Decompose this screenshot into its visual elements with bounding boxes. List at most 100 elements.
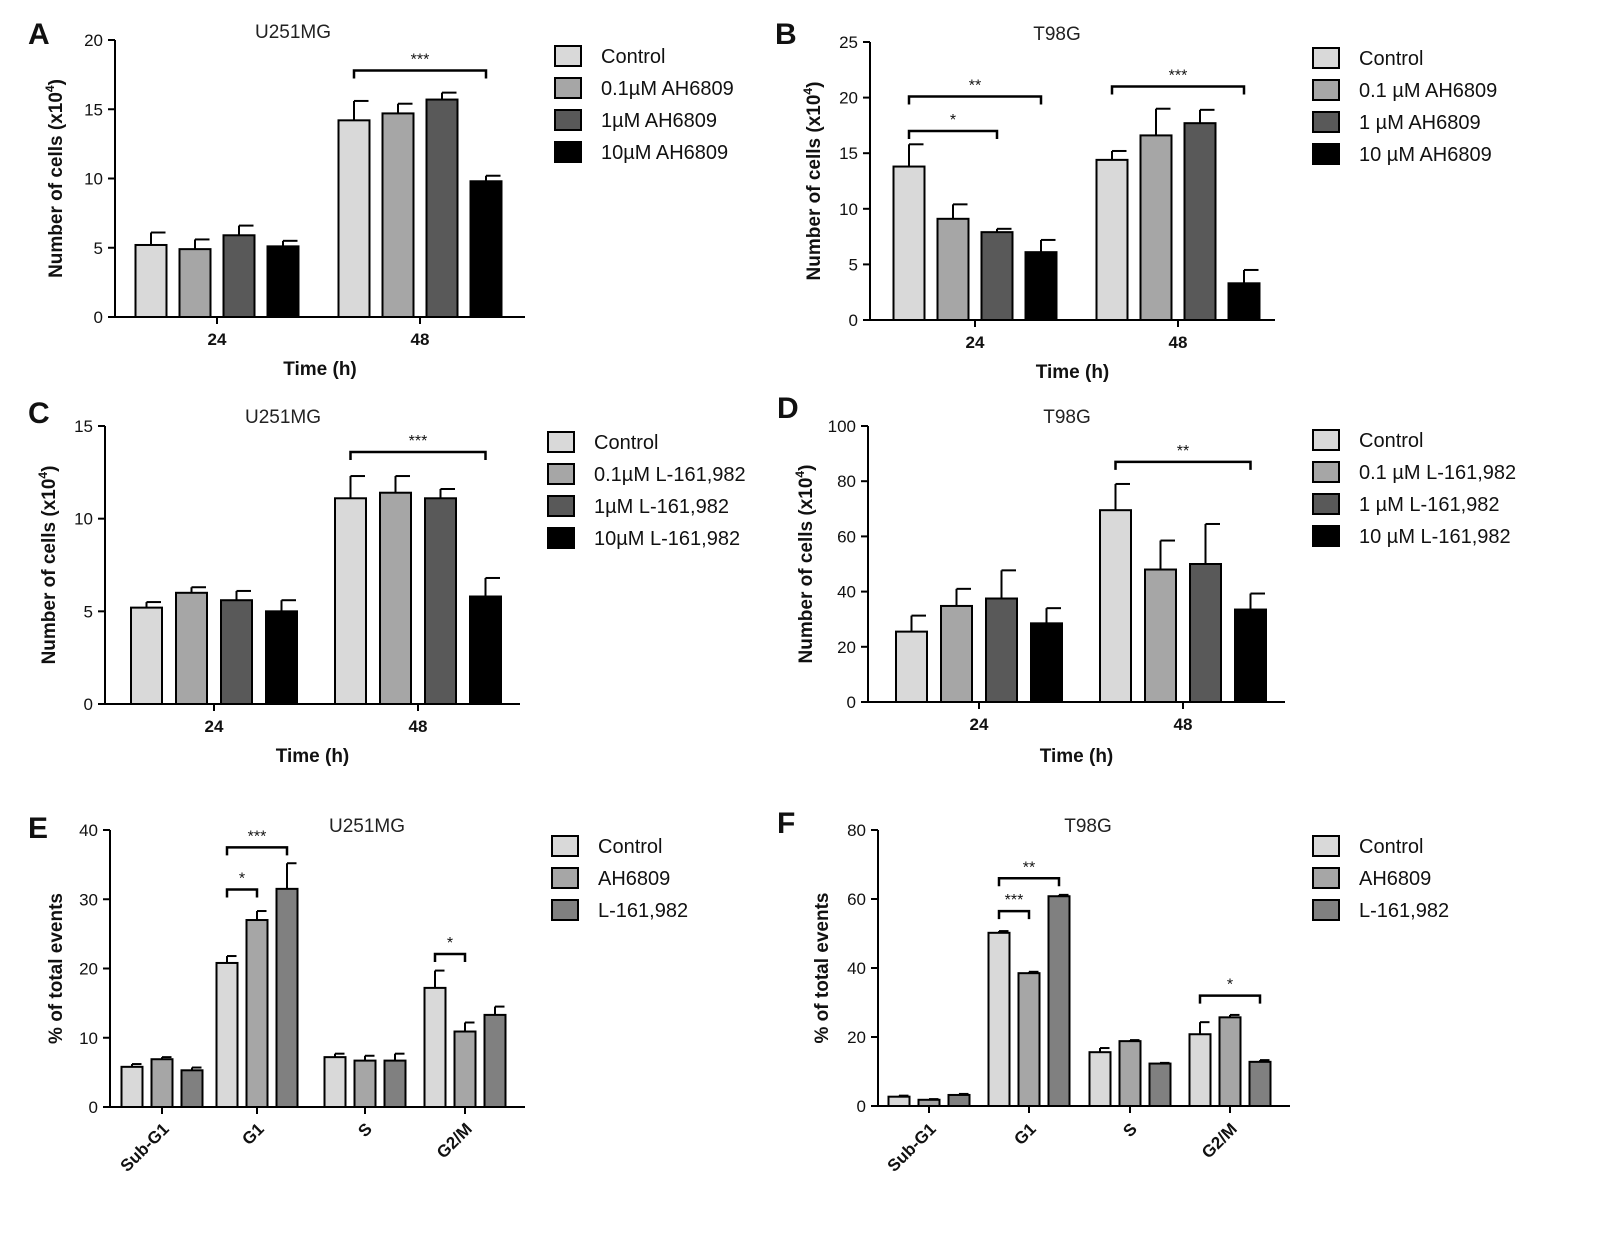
y-tick-label: 0 xyxy=(89,1098,98,1117)
chart-title: U251MG xyxy=(245,407,321,428)
y-tick-label: 80 xyxy=(847,821,866,840)
bar xyxy=(940,604,973,704)
legend-label: 1 µM L-161,982 xyxy=(1359,494,1500,516)
x-category-label: 24 xyxy=(208,330,227,349)
legend-label: AH6809 xyxy=(598,868,670,890)
legend-swatch xyxy=(1312,525,1340,547)
y-axis-label-text: Number of cells (x10 xyxy=(804,95,825,281)
x-category-label: 24 xyxy=(966,333,985,352)
x-category-label: G1 xyxy=(238,1119,267,1148)
bar xyxy=(245,919,269,1109)
y-tick-label: 10 xyxy=(84,170,103,189)
y-tick-label: 5 xyxy=(94,239,103,258)
bar xyxy=(381,112,415,318)
significance-label: *** xyxy=(1005,892,1024,909)
legend-label: 10µM AH6809 xyxy=(601,142,728,164)
y-axis-label-end: ) xyxy=(39,466,60,472)
significance-bracket xyxy=(349,450,487,460)
significance-bracket xyxy=(225,888,259,898)
bar xyxy=(483,1013,507,1109)
significance-label: * xyxy=(239,871,245,888)
bar xyxy=(1218,1016,1242,1108)
chart-panel-c: C U251MG 0 5 10 15 Number of cells (x104) 24 48 T… xyxy=(28,397,746,767)
bar xyxy=(980,231,1014,321)
y-tick-label: 60 xyxy=(837,527,856,546)
legend-label: Control xyxy=(594,432,658,454)
chart-panel-a: A U251MG 0 5 10 15 20 Number of cells (x104) 24 4… xyxy=(28,18,734,380)
y-axis-label: Number of cells (x104) xyxy=(36,466,60,665)
bar xyxy=(150,1058,174,1109)
y-tick-label: 20 xyxy=(847,1028,866,1047)
legend-label: Control xyxy=(598,836,662,858)
legend-label: 10 µM L-161,982 xyxy=(1359,526,1511,548)
x-category-label: 24 xyxy=(970,715,989,734)
bar xyxy=(987,931,1011,1107)
significance-bracket xyxy=(997,909,1031,920)
legend-swatch xyxy=(1312,429,1340,451)
legend-swatch xyxy=(1312,493,1340,515)
bar xyxy=(887,1095,911,1108)
bar xyxy=(425,98,459,319)
x-category-label: S xyxy=(1119,1119,1140,1140)
legend-swatch xyxy=(547,495,575,517)
bar xyxy=(120,1065,144,1108)
bar xyxy=(178,248,212,318)
bar xyxy=(134,243,168,318)
x-category-label: Sub-G1 xyxy=(117,1119,173,1175)
significance-label: *** xyxy=(409,433,428,450)
bar xyxy=(1188,1033,1212,1107)
legend-label: 1µM L-161,982 xyxy=(594,496,729,518)
legend-label: 1 µM AH6809 xyxy=(1359,112,1481,134)
y-axis-label-end: ) xyxy=(796,465,817,471)
legend-swatch xyxy=(1312,899,1340,921)
bar xyxy=(1144,568,1177,704)
y-tick-label: 30 xyxy=(79,890,98,909)
y-tick-label: 10 xyxy=(74,510,93,529)
significance-label: *** xyxy=(1169,67,1188,84)
y-axis-label-text: Number of cells (x10 xyxy=(796,478,817,664)
chart-panel-d: D T98G 0 20 40 60 80 100 Number of cells (x104) 2… xyxy=(777,392,1516,767)
bar xyxy=(1148,1062,1172,1107)
y-tick-label: 15 xyxy=(74,417,93,436)
bar xyxy=(1183,122,1217,322)
y-tick-label: 20 xyxy=(79,960,98,979)
panel-letter: E xyxy=(28,812,48,845)
bar xyxy=(1139,134,1173,321)
y-axis-label: % of total events xyxy=(812,893,833,1044)
significance-label: *** xyxy=(248,828,267,845)
bar xyxy=(1189,563,1222,703)
y-axis-label-text: % of total events xyxy=(812,893,833,1044)
y-tick-label: 0 xyxy=(857,1097,866,1116)
y-tick-label: 5 xyxy=(849,255,858,274)
legend-label: 0.1 µM AH6809 xyxy=(1359,80,1497,102)
significance-bracket xyxy=(1110,85,1246,95)
y-tick-label: 0 xyxy=(847,693,856,712)
bar xyxy=(180,1069,204,1108)
y-axis-label-end: ) xyxy=(46,79,67,85)
significance-bracket xyxy=(1114,460,1252,470)
x-category-label: 48 xyxy=(409,717,428,736)
significance-bracket xyxy=(1198,994,1262,1004)
legend-label: 0.1µM L-161,982 xyxy=(594,464,746,486)
y-tick-label: 0 xyxy=(84,695,93,714)
bar xyxy=(1024,251,1058,321)
bar xyxy=(469,180,503,318)
chart-title: T98G xyxy=(1033,24,1081,45)
legend-label: AH6809 xyxy=(1359,868,1431,890)
y-tick-label: 0 xyxy=(94,308,103,327)
legend-swatch xyxy=(1312,47,1340,69)
legend-swatch xyxy=(1312,111,1340,133)
legend-swatch xyxy=(551,899,579,921)
y-axis-label-text: % of total events xyxy=(46,893,67,1044)
legend-label: Control xyxy=(601,46,665,68)
legend-swatch xyxy=(547,463,575,485)
y-tick-label: 80 xyxy=(837,472,856,491)
bar xyxy=(892,165,926,321)
bar xyxy=(220,599,253,705)
legend-label: L-161,982 xyxy=(598,900,688,922)
significance-label: ** xyxy=(1023,859,1035,876)
y-axis-label-text: Number of cells (x10 xyxy=(46,92,67,278)
x-category-label: G2/M xyxy=(433,1119,476,1162)
y-tick-label: 40 xyxy=(79,821,98,840)
y-tick-label: 15 xyxy=(84,100,103,119)
